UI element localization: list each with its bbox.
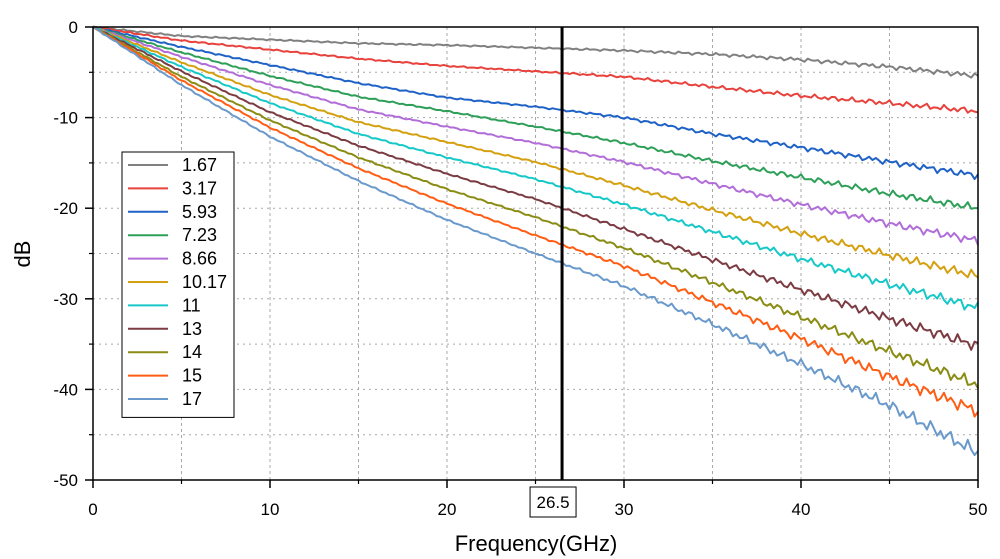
x-tick-label: 10 — [261, 500, 280, 519]
series-line-14 — [92, 25, 979, 389]
series-line-5-93 — [92, 25, 979, 181]
series-line-1-67 — [92, 26, 979, 79]
y-tick-label: -30 — [53, 290, 78, 309]
legend-label: 5.93 — [182, 202, 217, 222]
y-tick-label: -10 — [53, 109, 78, 128]
legend-label: 17 — [182, 389, 202, 409]
series-line-17 — [92, 26, 979, 457]
y-tick-label: -20 — [53, 199, 78, 218]
legend-label: 7.23 — [182, 225, 217, 245]
x-tick-label: 20 — [438, 500, 457, 519]
legend-label: 3.17 — [182, 178, 217, 198]
series-line-10-17 — [92, 26, 979, 279]
marker-label-box — [529, 486, 577, 518]
series-layer — [92, 25, 979, 457]
x-tick-label: 30 — [615, 500, 634, 519]
x-tick-label: 0 — [88, 500, 97, 519]
legend-label: 8.66 — [182, 249, 217, 269]
legend-label: 13 — [182, 319, 202, 339]
marker-label: 26.5 — [537, 493, 570, 512]
series-line-15 — [92, 25, 979, 418]
legend-label: 10.17 — [182, 272, 227, 292]
legend-label: 1.67 — [182, 155, 217, 175]
series-line-7-23 — [92, 26, 979, 210]
y-tick-label: -50 — [53, 471, 78, 490]
series-line-3-17 — [92, 25, 979, 114]
series-line-8-66 — [92, 25, 979, 246]
legend-label: 11 — [182, 295, 201, 315]
legend-label: 15 — [182, 366, 202, 386]
x-axis-title: Frequency(GHz) — [455, 531, 618, 556]
series-line-11 — [92, 26, 979, 311]
series-line-13 — [92, 26, 979, 351]
y-tick-label: 0 — [69, 18, 78, 37]
axes: 0 10 20 30 40 50 0 -10 -20 -30 -40 -50 — [53, 18, 987, 519]
y-axis-title: dB — [10, 241, 35, 268]
x-tick-label: 40 — [792, 500, 811, 519]
legend-label: 14 — [182, 342, 202, 362]
legend: 1.67 3.17 5.93 7.23 8.66 10.17 11 13 14 15 17 — [121, 151, 235, 418]
x-tick-label: 50 — [969, 500, 988, 519]
legend-box — [121, 151, 235, 418]
y-tick-label: -40 — [53, 380, 78, 399]
